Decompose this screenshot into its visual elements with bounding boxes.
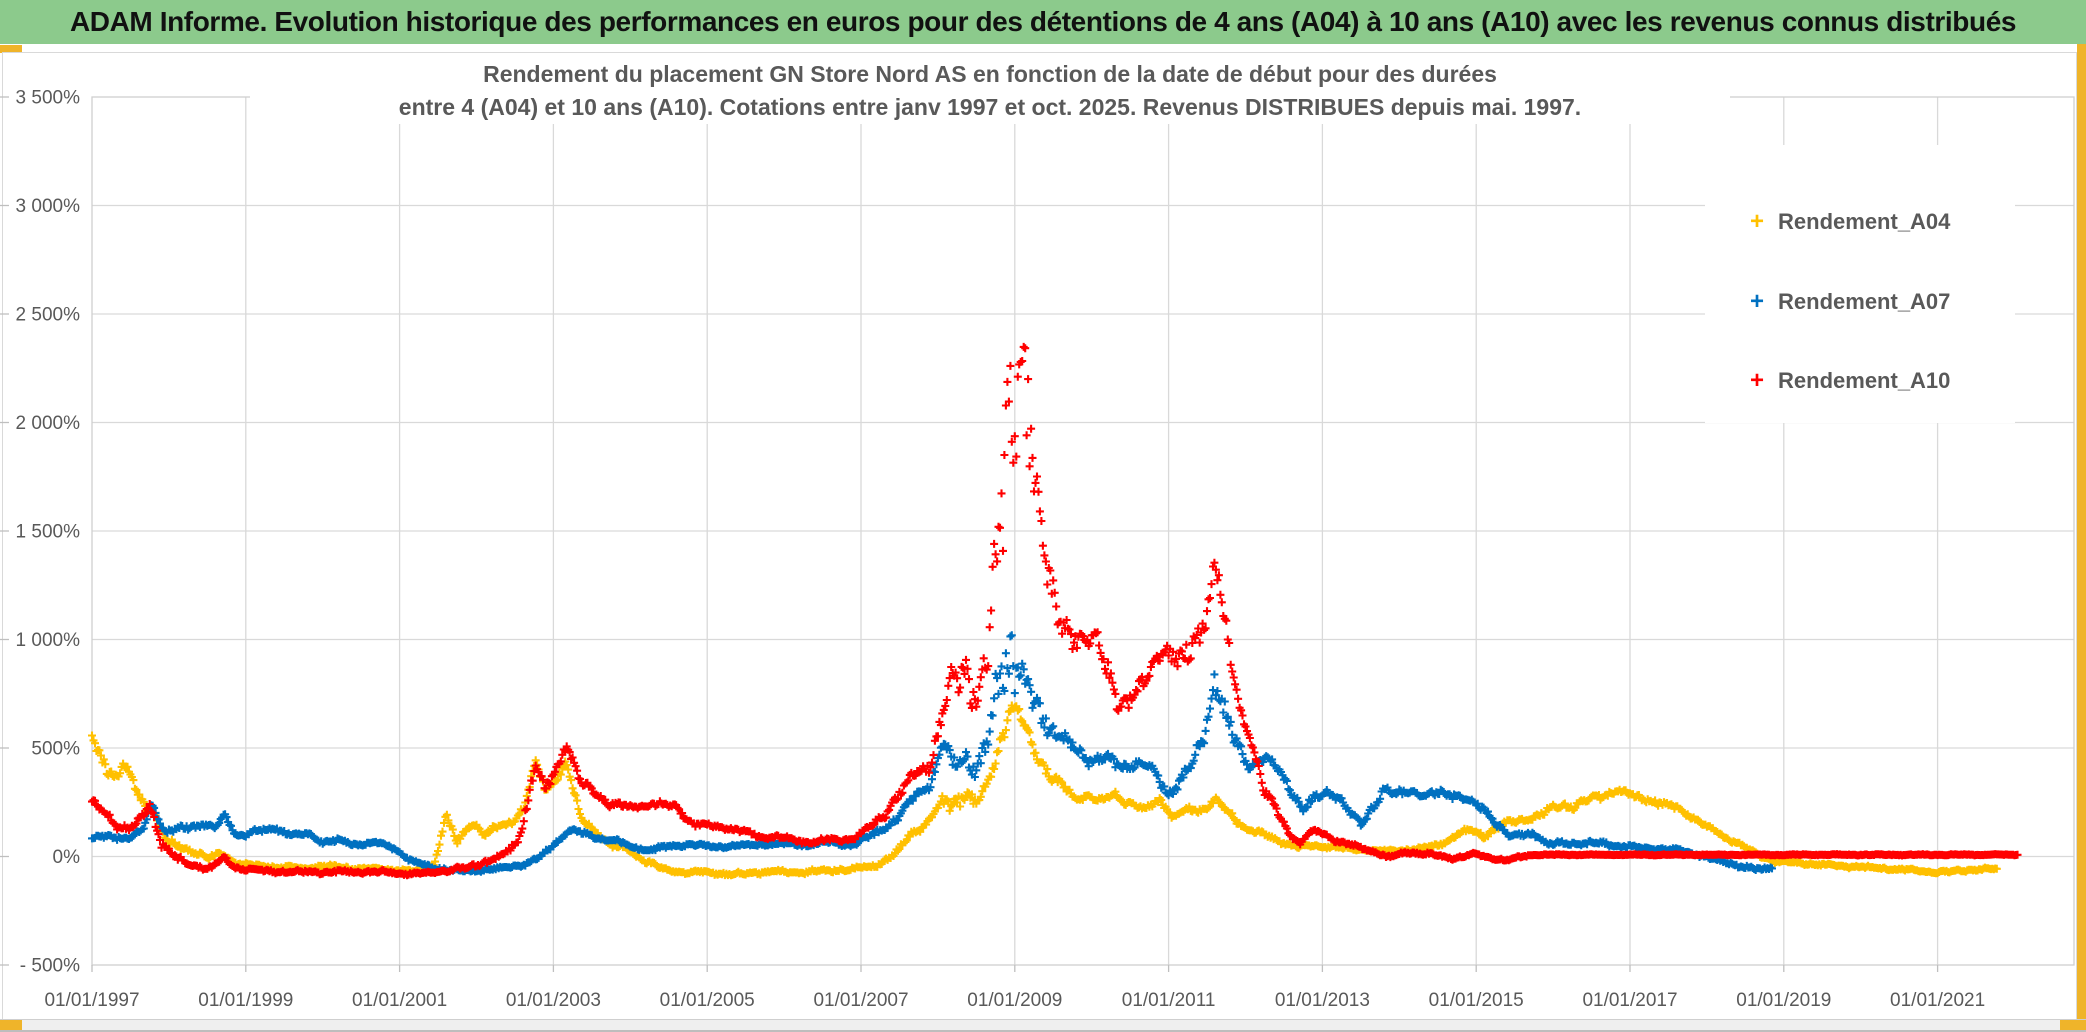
selection-edge-right	[2077, 44, 2086, 1030]
y-tick-label: - 500%	[20, 956, 80, 977]
x-tick-label: 01/01/2017	[1582, 990, 1677, 1011]
y-tick-label: 3 000%	[16, 196, 81, 217]
y-tick-label: 1 500%	[16, 522, 81, 543]
legend-label: Rendement_A10	[1778, 368, 1951, 393]
plus-marker-icon: +	[1750, 367, 1765, 394]
x-tick-label: 01/01/2007	[813, 990, 908, 1011]
y-tick-label: 2 500%	[16, 305, 81, 326]
y-tick-label: 2 000%	[16, 413, 81, 434]
selection-edge-top-left	[0, 45, 22, 53]
y-tick-label: 0%	[53, 847, 81, 868]
x-tick-label: 01/01/2019	[1736, 990, 1831, 1011]
x-tick-label: 01/01/2013	[1275, 990, 1370, 1011]
x-tick-label: 01/01/2005	[660, 990, 755, 1011]
axis-ticks	[0, 96, 1939, 972]
y-tick-label: 3 500%	[16, 88, 81, 109]
y-tick-label: 1 000%	[16, 630, 81, 651]
legend-item-rendement-a10[interactable]: + Rendement_A10	[1750, 366, 1950, 396]
banner-title: ADAM Informe. Evolution historique des p…	[69, 6, 2017, 37]
series-Rendement_A10	[88, 342, 2022, 880]
legend-item-rendement-a04[interactable]: + Rendement_A04	[1750, 207, 1950, 237]
x-tick-label: 01/01/2001	[352, 990, 447, 1011]
plus-marker-icon: +	[1750, 208, 1765, 235]
banner: ADAM Informe. Evolution historique des p…	[0, 0, 2086, 44]
x-tick-label: 01/01/2011	[1122, 990, 1216, 1011]
x-tick-label: 01/01/1997	[44, 990, 139, 1011]
x-tick-label: 01/01/2003	[506, 990, 601, 1011]
plus-marker-icon: +	[1750, 288, 1765, 315]
sheet-bottom-edge	[0, 1030, 2086, 1032]
scrollbar-accent-right	[2060, 1020, 2086, 1030]
chart-title: Rendement du placement GN Store Nord AS …	[250, 58, 1730, 124]
x-tick-label: 01/01/2009	[967, 990, 1062, 1011]
chart-title-line1: Rendement du placement GN Store Nord AS …	[483, 61, 1497, 87]
x-tick-label: 01/01/1999	[198, 990, 293, 1011]
scrollbar-accent-left	[0, 1020, 22, 1030]
y-tick-label: 500%	[31, 739, 80, 760]
legend-label: Rendement_A07	[1778, 289, 1951, 314]
horizontal-scrollbar[interactable]	[0, 1019, 2086, 1031]
x-tick-label: 01/01/2015	[1429, 990, 1524, 1011]
chart-title-line2: entre 4 (A04) et 10 ans (A10). Cotations…	[398, 94, 1582, 120]
series-Rendement_A07	[88, 631, 1776, 876]
x-tick-label: 01/01/2021	[1890, 990, 1985, 1011]
axis-labels: 3 500% 3 000% 2 500% 2 000% 1 500% 1 000% 500%…	[16, 88, 1986, 1012]
legend-item-rendement-a07[interactable]: + Rendement_A07	[1750, 287, 1950, 317]
legend-label: Rendement_A04	[1778, 209, 1951, 234]
legend: + Rendement_A04 + Rendement_A07 + Rendem…	[1705, 145, 2015, 423]
